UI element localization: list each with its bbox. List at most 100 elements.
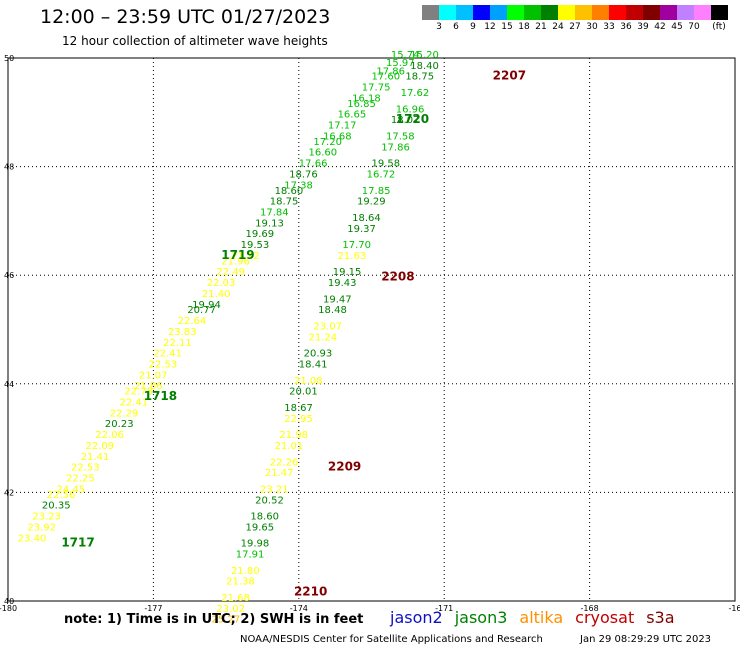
wave-height-value: 20.01	[289, 387, 318, 398]
wave-height-value: 20.77	[187, 305, 216, 316]
scale-label: 70	[688, 22, 700, 32]
scale-swatch	[422, 5, 439, 20]
wave-height-value: 17.84	[260, 207, 289, 218]
wave-height-value: 18.67	[284, 403, 313, 414]
scale-swatch	[524, 5, 541, 20]
wave-height-value: 19.58	[372, 159, 401, 170]
wave-height-value: 23.02	[216, 604, 245, 615]
color-scale-bar	[422, 5, 728, 20]
wave-height-value: 18.75	[270, 197, 299, 208]
scale-swatch	[660, 5, 677, 20]
wave-height-value: 21.38	[226, 577, 255, 588]
wave-height-value: 24.45	[56, 484, 85, 495]
legend-jason2: jason2	[390, 608, 443, 627]
wave-height-value: 20.52	[255, 495, 284, 506]
wave-height-value: 16.96	[396, 104, 425, 115]
wave-height-value: 17.38	[284, 180, 313, 191]
wave-height-value: 21.68	[221, 593, 250, 604]
wave-height-value: 17.91	[236, 550, 265, 561]
legend-jason3: jason3	[454, 608, 508, 627]
wave-height-value: 25.27	[212, 615, 241, 626]
wave-height-value: 22.41	[153, 349, 182, 360]
wave-height-value: 22.53	[149, 360, 178, 371]
wave-height-value: 21.47	[265, 468, 294, 479]
wave-height-value: 17.60	[372, 72, 401, 83]
scale-swatch	[575, 5, 592, 20]
wave-height-value: 16.72	[367, 169, 396, 180]
wave-height-value: 22.53	[71, 463, 100, 474]
wave-height-value: 17.75	[362, 83, 391, 94]
scale-label: 36	[620, 22, 632, 32]
wave-height-value: 21.41	[81, 452, 110, 463]
wave-height-value: 17.86	[381, 142, 410, 153]
wave-height-value: 18.60	[275, 186, 304, 197]
scale-swatch	[439, 5, 456, 20]
scale-label: 9	[470, 22, 476, 32]
wave-height-value: 15.20	[410, 50, 439, 61]
scale-label: 27	[569, 22, 581, 32]
note-text: note: 1) Time is in UTC; 2) SWH is in fe…	[64, 612, 364, 627]
wave-height-value: 21.63	[338, 251, 367, 262]
legend-s3a: s3a	[646, 608, 675, 627]
wave-height-value: 21.96	[221, 256, 250, 267]
wave-height-value: 18.41	[299, 360, 328, 371]
satellite-legend: jason2 jason3 altika cryosat s3a	[390, 608, 687, 627]
scale-unit: (ft)	[712, 22, 726, 32]
wave-height-value: 18.75	[405, 72, 434, 83]
pass-time-label: 1717	[61, 536, 94, 550]
scale-swatch	[711, 5, 728, 20]
wave-height-value: 22.64	[178, 316, 207, 327]
wave-height-value: 19.65	[245, 522, 274, 533]
wave-height-value: 19.53	[241, 240, 270, 251]
wave-height-value: 21.01	[275, 441, 304, 452]
scale-label: 15	[501, 22, 513, 32]
wave-height-value: 19.47	[323, 294, 352, 305]
wave-height-value: 19.29	[357, 197, 386, 208]
wave-height-value: 19.15	[333, 267, 362, 278]
wave-height-value: 21.86	[134, 381, 163, 392]
wave-height-value: 16.68	[323, 131, 352, 142]
wave-height-value: 16.65	[338, 110, 367, 121]
wave-height-value: 20.93	[304, 349, 333, 360]
wave-height-value: 23.40	[18, 533, 47, 544]
wave-height-value: 18.48	[318, 305, 347, 316]
wave-height-value: 21.40	[202, 289, 231, 300]
lon-tick-label: -177	[144, 604, 162, 613]
scale-swatch	[473, 5, 490, 20]
scale-swatch	[643, 5, 660, 20]
wave-height-value: 21.12	[231, 251, 260, 262]
scale-label: 45	[671, 22, 683, 32]
lat-tick-label: 46	[4, 271, 14, 280]
scale-swatch	[490, 5, 507, 20]
lat-tick-label: 40	[4, 597, 14, 606]
scale-label: 21	[535, 22, 547, 32]
wave-height-value: 18.40	[410, 61, 439, 72]
wave-height-value: 18.60	[250, 512, 279, 523]
timestamp-text: Jan 29 08:29:29 UTC 2023	[580, 634, 712, 645]
scale-swatch	[626, 5, 643, 20]
wave-height-value: 21.80	[231, 566, 260, 577]
wave-height-value: 17.66	[299, 159, 328, 170]
scale-label: 12	[484, 22, 496, 32]
wave-height-value: 22.09	[86, 441, 115, 452]
lon-tick-label: -168	[581, 604, 599, 613]
wave-height-value: 22.49	[216, 267, 245, 278]
credit-text: NOAA/NESDIS Center for Satellite Applica…	[240, 634, 543, 645]
lat-tick-label: 42	[4, 488, 14, 497]
lon-tick-label: -180	[0, 604, 17, 613]
wave-height-value: 17.70	[342, 240, 371, 251]
scale-label: 30	[586, 22, 598, 32]
scale-swatch	[456, 5, 473, 20]
wave-height-value: 18.07	[391, 115, 420, 126]
lon-tick-label: -174	[290, 604, 308, 613]
wave-height-value: 20.23	[105, 419, 134, 430]
wave-height-value: 22.03	[207, 278, 236, 289]
wave-height-value: 23.21	[260, 484, 289, 495]
wave-height-value: 17.17	[328, 121, 357, 132]
lat-tick-label: 50	[4, 54, 14, 63]
wave-height-value: 22.78	[124, 387, 153, 398]
wave-height-value: 19.37	[347, 224, 376, 235]
scale-swatch	[677, 5, 694, 20]
wave-height-value: 20.35	[42, 501, 71, 512]
